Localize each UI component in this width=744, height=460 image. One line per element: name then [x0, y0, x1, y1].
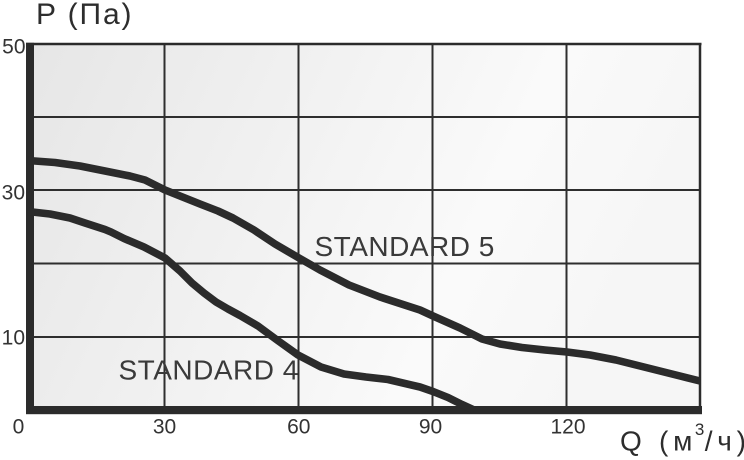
svg-text:0: 0	[13, 416, 25, 439]
svg-text:10: 10	[2, 327, 25, 350]
svg-text:Q (м3/ч): Q (м3/ч)	[620, 420, 744, 457]
svg-text:120: 120	[550, 416, 585, 439]
svg-text:STANDARD 4: STANDARD 4	[119, 355, 299, 386]
svg-text:STANDARD 5: STANDARD 5	[315, 231, 495, 262]
svg-text:50: 50	[2, 36, 25, 59]
svg-text:30: 30	[2, 182, 25, 205]
svg-text:P (Па): P (Па)	[36, 0, 133, 31]
svg-text:90: 90	[419, 416, 442, 439]
svg-text:60: 60	[287, 416, 310, 439]
svg-text:30: 30	[153, 416, 176, 439]
